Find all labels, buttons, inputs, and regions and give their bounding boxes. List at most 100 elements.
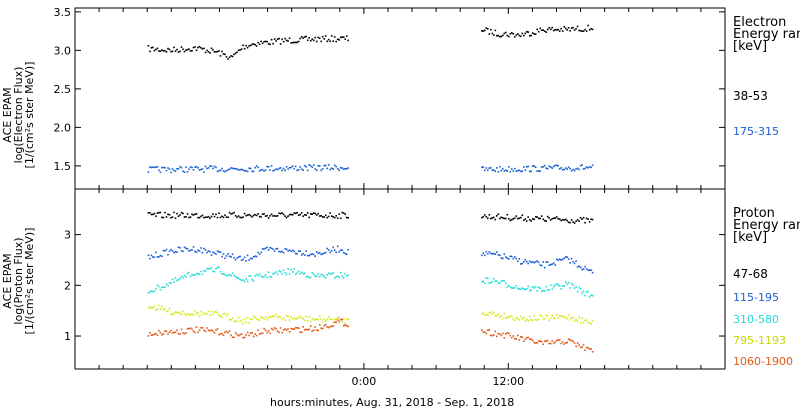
- data-point-proton-47-68: [324, 214, 327, 217]
- data-point-proton-310-580: [225, 275, 228, 277]
- data-point-electron-175-315: [195, 165, 198, 168]
- data-point-proton-115-195: [185, 247, 187, 250]
- data-point-electron-38-53: [487, 28, 489, 30]
- data-point-electron-175-315: [204, 165, 207, 168]
- data-point-proton-1060-1900: [231, 336, 234, 338]
- data-point-electron-38-53: [575, 27, 577, 30]
- data-point-proton-47-68: [216, 216, 219, 219]
- data-point-proton-47-68: [587, 218, 589, 220]
- data-point-proton-115-195: [511, 255, 513, 258]
- data-point-proton-115-195: [485, 250, 488, 253]
- data-point-electron-38-53: [546, 28, 549, 31]
- data-point-proton-47-68: [543, 219, 546, 222]
- data-point-proton-795-1193: [249, 318, 252, 320]
- x-tick-label: 12:00: [492, 375, 524, 388]
- data-point-proton-310-580: [543, 290, 546, 292]
- data-point-proton-795-1193: [200, 310, 202, 313]
- data-point-proton-795-1193: [290, 316, 292, 318]
- data-point-proton-115-195: [243, 256, 246, 259]
- data-point-proton-1060-1900: [150, 334, 153, 336]
- data-point-electron-38-53: [542, 29, 544, 31]
- data-point-electron-175-315: [549, 166, 552, 168]
- data-point-proton-310-580: [542, 289, 544, 292]
- data-point-proton-795-1193: [215, 311, 217, 313]
- data-point-proton-795-1193: [284, 319, 286, 321]
- data-point-electron-175-315: [333, 164, 336, 167]
- data-point-proton-310-580: [213, 270, 216, 273]
- x-tick-label: 0:00: [352, 375, 377, 388]
- data-point-proton-47-68: [342, 212, 345, 214]
- data-point-electron-38-53: [524, 32, 527, 35]
- data-point-proton-1060-1900: [194, 331, 196, 334]
- data-point-proton-310-580: [191, 273, 193, 276]
- data-point-electron-38-53: [213, 51, 216, 53]
- data-point-electron-38-53: [508, 35, 510, 38]
- data-point-proton-795-1193: [508, 316, 510, 318]
- data-point-proton-795-1193: [484, 314, 486, 316]
- data-point-electron-38-53: [152, 46, 154, 49]
- data-point-proton-795-1193: [234, 320, 237, 323]
- data-point-proton-310-580: [537, 286, 540, 289]
- data-point-proton-795-1193: [183, 312, 186, 315]
- data-point-proton-1060-1900: [215, 329, 217, 331]
- data-point-proton-115-195: [315, 251, 318, 253]
- data-point-electron-175-315: [330, 167, 333, 169]
- data-point-proton-47-68: [293, 212, 295, 214]
- data-point-proton-310-580: [168, 281, 171, 284]
- data-point-electron-175-315: [488, 167, 491, 169]
- data-point-proton-795-1193: [315, 318, 318, 320]
- data-point-proton-795-1193: [176, 311, 178, 314]
- data-point-electron-38-53: [339, 36, 342, 39]
- data-point-proton-1060-1900: [482, 331, 485, 333]
- data-point-proton-47-68: [572, 221, 574, 223]
- data-point-proton-795-1193: [341, 320, 343, 323]
- data-point-proton-795-1193: [490, 311, 492, 313]
- data-point-proton-1060-1900: [587, 347, 589, 349]
- data-point-proton-795-1193: [236, 320, 238, 323]
- data-point-proton-115-195: [147, 254, 150, 257]
- data-point-proton-115-195: [543, 266, 546, 269]
- data-point-proton-47-68: [260, 216, 262, 218]
- data-point-electron-38-53: [525, 30, 528, 33]
- data-point-proton-115-195: [207, 250, 210, 252]
- data-point-proton-310-580: [275, 271, 277, 273]
- data-point-electron-175-315: [581, 164, 583, 166]
- data-point-proton-1060-1900: [303, 329, 306, 331]
- data-point-proton-1060-1900: [548, 342, 550, 345]
- data-point-electron-38-53: [552, 29, 555, 32]
- data-point-electron-38-53: [177, 51, 180, 53]
- data-point-proton-795-1193: [269, 315, 271, 318]
- data-point-proton-1060-1900: [570, 339, 573, 342]
- data-point-proton-795-1193: [330, 318, 333, 321]
- data-point-electron-175-315: [171, 168, 174, 170]
- data-point-electron-175-315: [285, 166, 288, 168]
- data-point-proton-310-580: [189, 275, 192, 278]
- data-point-proton-1060-1900: [581, 346, 583, 348]
- data-point-proton-47-68: [147, 212, 150, 214]
- data-point-proton-47-68: [251, 216, 253, 218]
- data-point-electron-38-53: [261, 42, 264, 45]
- data-point-proton-1060-1900: [537, 340, 540, 342]
- data-point-proton-47-68: [294, 212, 297, 215]
- data-point-proton-795-1193: [326, 318, 328, 321]
- data-point-electron-175-315: [491, 169, 494, 171]
- data-point-proton-310-580: [326, 274, 328, 276]
- data-point-proton-115-195: [173, 251, 175, 254]
- data-point-proton-47-68: [549, 219, 552, 221]
- data-point-electron-38-53: [491, 32, 494, 35]
- data-point-proton-1060-1900: [314, 326, 316, 328]
- data-point-electron-175-315: [257, 166, 259, 169]
- data-point-proton-115-195: [236, 257, 238, 259]
- data-point-proton-47-68: [336, 217, 339, 219]
- data-point-proton-795-1193: [192, 314, 195, 317]
- data-point-electron-38-53: [523, 34, 525, 37]
- data-point-proton-795-1193: [258, 319, 261, 322]
- data-point-proton-1060-1900: [266, 331, 268, 334]
- data-point-proton-795-1193: [243, 318, 246, 320]
- data-point-proton-795-1193: [493, 311, 495, 314]
- data-point-electron-175-315: [542, 165, 544, 168]
- data-point-proton-795-1193: [147, 307, 150, 309]
- data-point-proton-47-68: [179, 214, 181, 216]
- data-point-proton-795-1193: [246, 317, 249, 319]
- data-point-proton-115-195: [152, 256, 154, 258]
